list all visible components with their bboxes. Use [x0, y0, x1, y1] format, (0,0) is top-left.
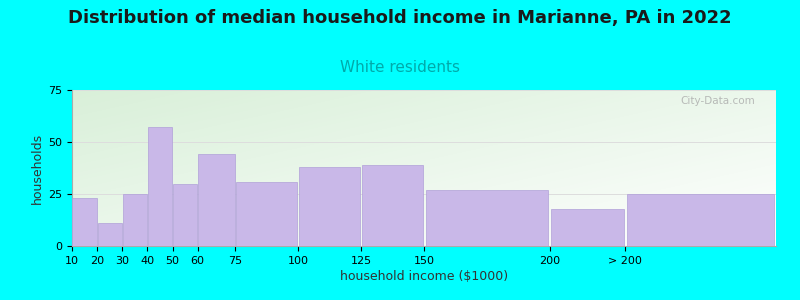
X-axis label: household income ($1000): household income ($1000)	[340, 270, 508, 283]
Text: White residents: White residents	[340, 60, 460, 75]
Bar	[551, 208, 624, 246]
Bar	[627, 194, 774, 246]
Bar	[198, 154, 235, 246]
Bar	[426, 190, 548, 246]
Bar	[98, 223, 122, 246]
Bar	[122, 194, 147, 246]
Bar	[173, 184, 198, 246]
Text: City-Data.com: City-Data.com	[680, 96, 755, 106]
Bar	[236, 182, 298, 246]
Bar	[72, 198, 97, 246]
Bar	[362, 165, 423, 246]
Text: Distribution of median household income in Marianne, PA in 2022: Distribution of median household income …	[68, 9, 732, 27]
Bar	[148, 128, 172, 246]
Y-axis label: households: households	[31, 132, 44, 204]
Bar	[299, 167, 360, 246]
